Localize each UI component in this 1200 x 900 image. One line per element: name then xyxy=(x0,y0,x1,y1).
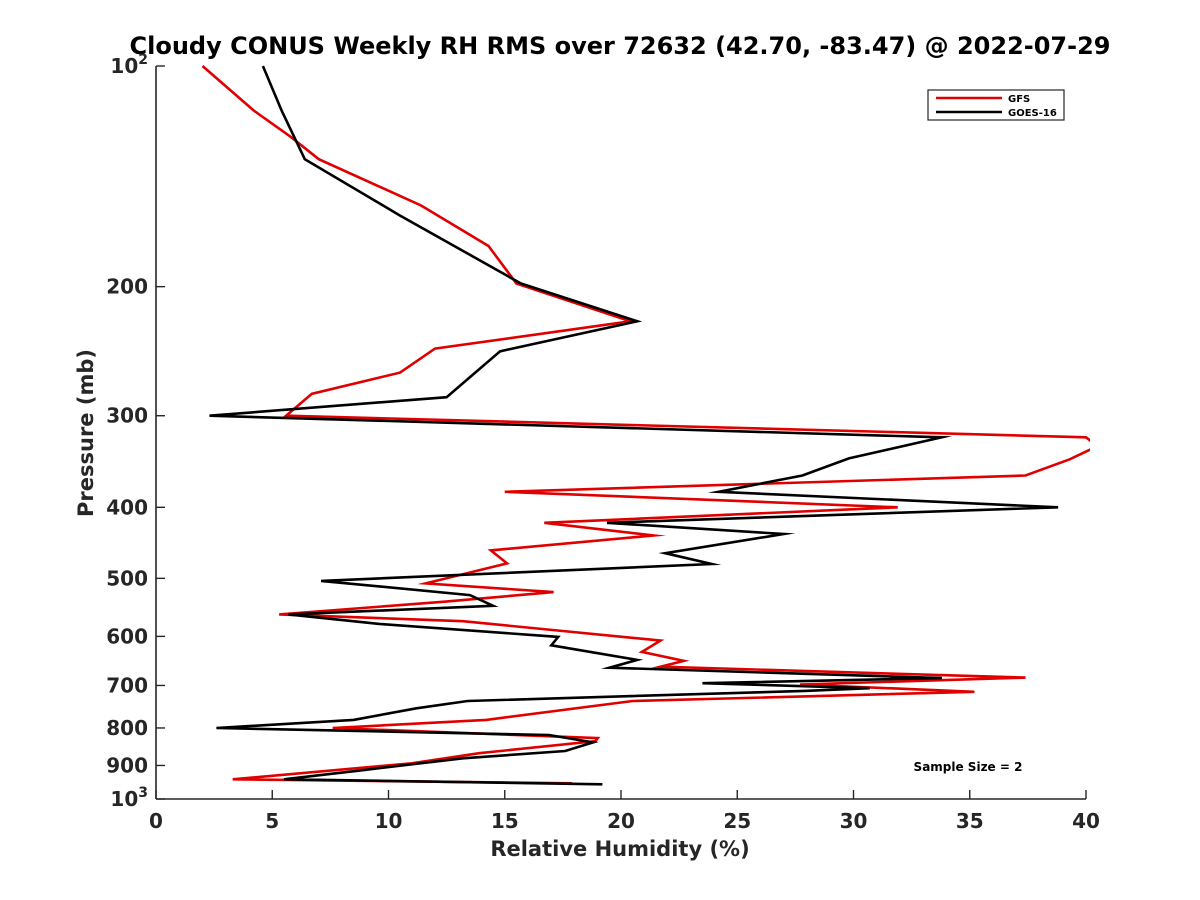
legend-label: GOES-16 xyxy=(1008,108,1057,119)
sample-size-annotation: Sample Size = 2 xyxy=(914,760,1023,774)
x-tick-label: 40 xyxy=(1072,809,1100,833)
x-tick-label: 20 xyxy=(607,809,635,833)
axes: 0 5 10 15 20 25 30 35 40 102 200 300 400 500 600 700 800… xyxy=(106,52,1100,833)
legend-box xyxy=(927,89,1065,121)
series-line-gfs xyxy=(201,65,1090,785)
y-tick-label: 500 xyxy=(106,566,148,590)
y-tick-label: 600 xyxy=(106,624,148,648)
y-tick-label: 300 xyxy=(106,404,148,428)
legend: GFS GOES-16 xyxy=(927,89,1065,121)
y-tick-label: 900 xyxy=(106,753,148,777)
y-tick-label: 800 xyxy=(106,716,148,740)
series-line-goes-16 xyxy=(209,65,1059,786)
y-tick-label: 102 xyxy=(110,52,148,78)
legend-label: GFS xyxy=(1008,94,1030,105)
x-tick-label: 25 xyxy=(723,809,751,833)
y-tick-label: 700 xyxy=(106,673,148,697)
x-tick-label: 5 xyxy=(265,809,279,833)
x-tick-label: 30 xyxy=(840,809,868,833)
x-tick-label: 0 xyxy=(149,809,163,833)
legend-entries: GFS GOES-16 xyxy=(936,94,1057,119)
y-tick-label: 103 xyxy=(110,785,148,811)
y-tick-label: 200 xyxy=(106,275,148,299)
chart-title: Cloudy CONUS Weekly RH RMS over 72632 (4… xyxy=(130,32,1111,60)
x-tick-label: 15 xyxy=(491,809,519,833)
y-tick-label: 400 xyxy=(106,495,148,519)
x-axis-label: Relative Humidity (%) xyxy=(490,837,749,861)
x-tick-label: 10 xyxy=(375,809,403,833)
x-tick-label: 35 xyxy=(956,809,984,833)
series-layer xyxy=(201,65,1090,786)
y-axis-label: Pressure (mb) xyxy=(74,349,98,517)
